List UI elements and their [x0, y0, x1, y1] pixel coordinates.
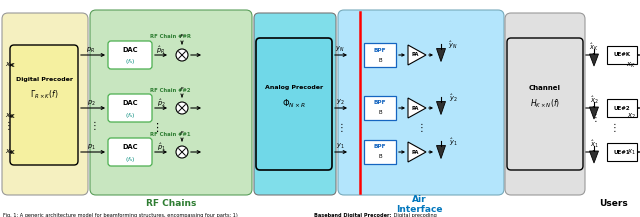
Text: BPF: BPF — [374, 100, 387, 105]
Polygon shape — [589, 151, 598, 163]
Text: Baseband Digital Precoder:: Baseband Digital Precoder: — [314, 212, 392, 217]
Text: $(f_s)$: $(f_s)$ — [125, 58, 135, 66]
Text: UE#1: UE#1 — [614, 150, 630, 155]
Circle shape — [176, 49, 188, 61]
Text: $f^c$: $f^c$ — [179, 130, 185, 138]
Text: $x_2$: $x_2$ — [5, 111, 14, 121]
Text: DAC: DAC — [122, 144, 138, 150]
Text: PA: PA — [411, 53, 419, 58]
Text: $x_2$: $x_2$ — [627, 111, 636, 121]
Polygon shape — [589, 54, 598, 66]
FancyBboxPatch shape — [10, 45, 78, 165]
Text: $\hat{p}_1$: $\hat{p}_1$ — [157, 141, 165, 153]
Text: $\hat{x}_1$: $\hat{x}_1$ — [589, 138, 598, 150]
Text: $x_K$: $x_K$ — [626, 60, 636, 70]
Text: Digital precoding: Digital precoding — [392, 212, 436, 217]
Text: Channel: Channel — [529, 85, 561, 91]
Text: $\hat{y}_N$: $\hat{y}_N$ — [448, 39, 458, 51]
Text: $(f_s)$: $(f_s)$ — [125, 110, 135, 120]
Text: Digital Precoder: Digital Precoder — [15, 77, 72, 82]
Text: DAC: DAC — [122, 100, 138, 106]
Polygon shape — [408, 142, 426, 162]
Text: $H_{K\times N}(f)$: $H_{K\times N}(f)$ — [530, 98, 560, 110]
Text: $\hat{y}_1$: $\hat{y}_1$ — [449, 136, 458, 148]
Text: $y_N$: $y_N$ — [335, 44, 345, 54]
Text: $p_2$: $p_2$ — [86, 98, 95, 108]
Text: UE#K: UE#K — [613, 53, 630, 58]
Polygon shape — [408, 98, 426, 118]
Text: $f^c$: $f^c$ — [179, 33, 185, 41]
Polygon shape — [436, 102, 445, 115]
Text: Air: Air — [412, 196, 426, 204]
Text: PA: PA — [411, 150, 419, 155]
Text: RF Chain ##R: RF Chain ##R — [150, 35, 191, 39]
Polygon shape — [436, 146, 445, 158]
Text: $\hat{x}_2$: $\hat{x}_2$ — [589, 94, 598, 106]
FancyBboxPatch shape — [338, 10, 504, 195]
Text: $p_1$: $p_1$ — [86, 142, 95, 152]
Text: $\vdots$: $\vdots$ — [336, 122, 344, 135]
Text: $y_1$: $y_1$ — [335, 141, 344, 151]
Text: $\hat{p}_2$: $\hat{p}_2$ — [157, 97, 165, 109]
Text: B: B — [378, 155, 382, 159]
Text: $\vdots$: $\vdots$ — [151, 122, 159, 135]
Bar — [607, 143, 637, 161]
Text: $\hat{y}_2$: $\hat{y}_2$ — [449, 92, 458, 104]
Text: $\vdots$: $\vdots$ — [609, 122, 617, 135]
Text: DAC: DAC — [122, 47, 138, 53]
Bar — [364, 96, 396, 120]
Text: $x_K$: $x_K$ — [5, 60, 15, 70]
Text: $x_1$: $x_1$ — [5, 147, 14, 157]
Circle shape — [176, 102, 188, 114]
FancyBboxPatch shape — [507, 38, 583, 170]
FancyBboxPatch shape — [256, 38, 332, 170]
Polygon shape — [436, 49, 445, 61]
FancyBboxPatch shape — [2, 13, 88, 195]
Text: B: B — [378, 58, 382, 62]
Text: BPF: BPF — [374, 145, 387, 150]
Text: $f^c$: $f^c$ — [179, 86, 185, 94]
Text: $\Gamma_{R\times K}(f)$: $\Gamma_{R\times K}(f)$ — [30, 89, 58, 101]
Text: PA: PA — [411, 105, 419, 110]
Bar — [607, 99, 637, 117]
Polygon shape — [408, 45, 426, 65]
Text: $p_R$: $p_R$ — [86, 45, 95, 55]
Text: B: B — [378, 110, 382, 115]
Text: RF Chain ##2: RF Chain ##2 — [150, 87, 190, 92]
FancyBboxPatch shape — [90, 10, 252, 195]
Text: $\vdots$: $\vdots$ — [416, 122, 424, 135]
Text: $\hat{x}_K$: $\hat{x}_K$ — [589, 41, 599, 53]
Text: $\vdots$: $\vdots$ — [3, 118, 11, 132]
Text: Analog Precoder: Analog Precoder — [265, 85, 323, 90]
Text: RF Chain ##1: RF Chain ##1 — [150, 132, 190, 136]
FancyBboxPatch shape — [108, 94, 152, 122]
Text: UE#2: UE#2 — [614, 105, 630, 110]
Bar — [607, 46, 637, 64]
Circle shape — [176, 146, 188, 158]
Text: BPF: BPF — [374, 48, 387, 53]
Text: $x_1$: $x_1$ — [627, 147, 636, 157]
Text: RF Chains: RF Chains — [146, 199, 196, 209]
Text: Fig. 1: A generic architecture model for beamforming structures, encompassing fo: Fig. 1: A generic architecture model for… — [3, 212, 239, 217]
Text: $\vdots$: $\vdots$ — [90, 118, 97, 132]
Text: $(f_s)$: $(f_s)$ — [125, 155, 135, 163]
FancyBboxPatch shape — [108, 41, 152, 69]
Text: $\hat{p}_R$: $\hat{p}_R$ — [156, 44, 166, 56]
FancyBboxPatch shape — [108, 138, 152, 166]
Bar — [364, 140, 396, 164]
FancyBboxPatch shape — [254, 13, 336, 195]
Text: $y_2$: $y_2$ — [336, 97, 344, 107]
Text: Users: Users — [600, 199, 628, 209]
Polygon shape — [589, 107, 598, 119]
FancyBboxPatch shape — [505, 13, 585, 195]
Bar — [364, 43, 396, 67]
Text: $\vdots$: $\vdots$ — [590, 112, 598, 125]
Text: $\Phi_{N\times R}$: $\Phi_{N\times R}$ — [282, 98, 306, 110]
Text: Interface: Interface — [396, 205, 442, 214]
